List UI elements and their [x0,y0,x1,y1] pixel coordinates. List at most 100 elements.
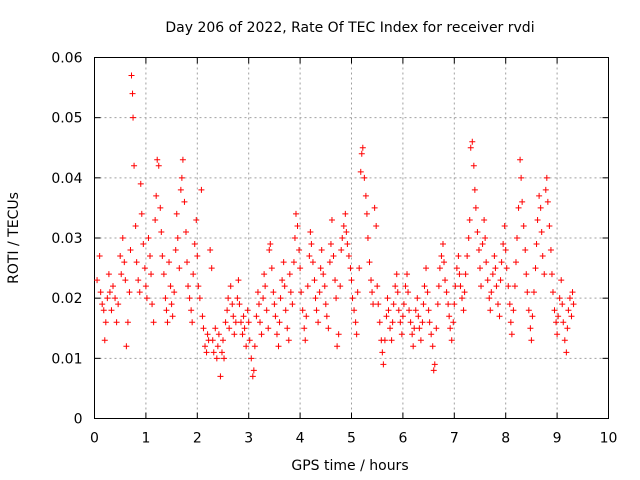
data-point [393,271,400,278]
data-point [191,241,198,248]
data-point [512,259,519,266]
data-point [198,186,205,193]
data-point [172,247,179,254]
data-point [489,271,496,278]
data-point [186,295,193,302]
data-point [492,265,499,272]
data-point [178,174,185,181]
data-point [450,319,457,326]
data-point [277,295,284,302]
data-point [364,235,371,241]
data-point [126,289,133,296]
data-point [529,313,536,320]
data-point [555,313,562,320]
data-point [472,204,479,211]
data-point [113,319,120,326]
data-point [124,319,131,326]
data-point [100,307,107,314]
data-point [363,210,370,217]
data-point [481,216,488,223]
data-point [281,283,288,290]
data-point [522,247,529,254]
data-point [423,265,430,272]
data-point [379,349,386,356]
data-point [351,307,358,314]
data-point [273,331,280,338]
data-point [419,319,426,326]
data-point [119,235,126,241]
data-point [447,325,454,332]
data-point [469,138,476,145]
data-point [234,295,241,302]
data-point [312,295,319,302]
data-point [166,259,173,266]
data-point [202,343,209,350]
data-point [543,174,550,181]
data-point [443,289,450,296]
data-point [505,283,512,290]
data-point [287,289,294,296]
data-point [482,235,489,241]
data-point [568,313,575,320]
data-point [539,253,546,260]
x-tick-label: 10 [600,431,618,447]
data-point [270,289,277,296]
data-point [371,204,378,211]
data-point [260,295,267,302]
data-point [316,289,323,296]
data-point [227,283,234,290]
data-point [534,216,541,223]
data-point [174,235,181,241]
data-point [121,259,128,266]
data-point [127,247,134,254]
data-point [112,295,119,302]
data-point [101,337,108,344]
data-point [525,307,532,314]
data-point [182,228,189,235]
data-point [337,283,344,290]
data-point [477,265,483,272]
data-point [133,259,140,266]
x-tick-label: 7 [450,431,459,447]
data-point [255,301,262,308]
data-point [484,277,491,284]
data-point [217,373,224,380]
data-point [185,283,192,290]
data-point [464,253,471,260]
data-point [245,319,252,326]
data-point [267,241,274,248]
data-point [362,192,369,199]
data-point [173,210,180,217]
data-point [387,325,394,332]
data-point [232,319,239,326]
data-point [289,301,296,308]
data-point [286,271,293,278]
data-point [145,235,152,241]
data-point [220,337,226,344]
data-point [257,319,264,326]
data-point [141,265,148,272]
data-point [510,307,517,314]
data-point [491,253,498,260]
data-point [158,228,165,235]
data-point [542,186,549,193]
data-point [303,313,310,320]
data-point [196,295,203,302]
data-point [193,216,200,223]
data-point [399,313,406,320]
data-point [209,337,216,344]
data-point [279,277,286,284]
data-point [404,271,411,278]
data-point [414,295,421,302]
data-point [438,253,445,260]
data-point [204,331,211,338]
data-point [306,253,313,260]
data-point [398,331,405,338]
data-point [212,325,219,332]
data-point [536,192,543,199]
data-point [410,343,417,350]
data-point [333,295,340,302]
data-point [523,271,530,278]
data-point [453,265,460,272]
